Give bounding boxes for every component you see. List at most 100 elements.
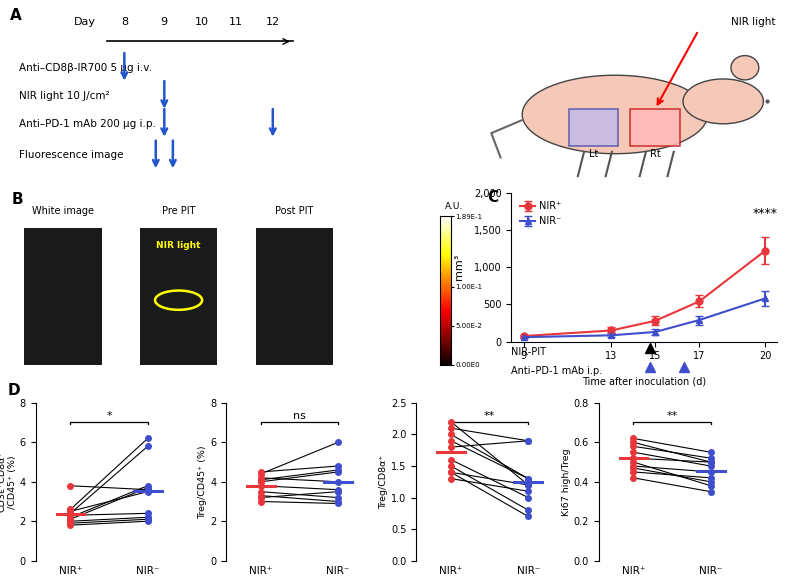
Text: NIR light: NIR light xyxy=(731,18,776,27)
Point xyxy=(445,468,458,477)
Text: 12: 12 xyxy=(266,17,280,27)
Point xyxy=(704,473,717,482)
Point xyxy=(445,417,458,426)
FancyBboxPatch shape xyxy=(140,228,217,365)
Point xyxy=(141,513,154,522)
Text: White image: White image xyxy=(32,206,94,216)
Text: NIR light 10 J/cm²: NIR light 10 J/cm² xyxy=(19,91,109,101)
Text: C: C xyxy=(488,190,499,205)
Point xyxy=(522,512,534,521)
Point xyxy=(522,506,534,515)
Point xyxy=(522,436,534,446)
Point xyxy=(445,436,458,446)
FancyBboxPatch shape xyxy=(569,109,618,146)
Text: 10: 10 xyxy=(194,17,209,27)
FancyBboxPatch shape xyxy=(255,228,333,365)
Point xyxy=(704,447,717,457)
Point xyxy=(445,443,458,452)
Point xyxy=(255,487,267,496)
Point xyxy=(255,477,267,486)
Point xyxy=(445,474,458,484)
Point xyxy=(704,487,717,496)
Point xyxy=(331,499,344,508)
Y-axis label: Treg/CD45⁺ (%): Treg/CD45⁺ (%) xyxy=(198,445,207,519)
Point xyxy=(255,467,267,477)
Point xyxy=(704,453,717,463)
Text: A.U.: A.U. xyxy=(445,203,463,211)
Point xyxy=(331,467,344,477)
Point xyxy=(64,513,77,522)
Point xyxy=(141,515,154,524)
Point xyxy=(704,481,717,491)
Point xyxy=(445,468,458,477)
Point xyxy=(704,457,717,467)
Text: Day: Day xyxy=(74,17,95,27)
Text: NIR light: NIR light xyxy=(156,241,201,249)
Y-axis label: Treg/CD8α⁺: Treg/CD8α⁺ xyxy=(379,454,389,509)
Point xyxy=(141,487,154,496)
Text: 8: 8 xyxy=(121,17,128,27)
Point xyxy=(141,517,154,526)
Point xyxy=(627,457,640,467)
Text: 11: 11 xyxy=(228,17,243,27)
Point xyxy=(522,480,534,489)
Text: **: ** xyxy=(666,411,678,421)
Text: Rt: Rt xyxy=(649,150,661,159)
Point xyxy=(627,442,640,451)
Legend: NIR⁺, NIR⁻: NIR⁺, NIR⁻ xyxy=(516,197,565,230)
Point xyxy=(522,474,534,484)
Point xyxy=(445,430,458,439)
Point xyxy=(64,515,77,524)
Point xyxy=(331,485,344,494)
Point xyxy=(445,423,458,433)
Point xyxy=(255,473,267,482)
Point xyxy=(255,497,267,506)
Y-axis label: CD3ε⁺CD8α⁺
/CD45⁺ (%): CD3ε⁺CD8α⁺ /CD45⁺ (%) xyxy=(0,451,17,513)
Point xyxy=(445,455,458,464)
Text: Anti–PD-1 mAb i.p.: Anti–PD-1 mAb i.p. xyxy=(511,367,603,377)
Point xyxy=(331,477,344,486)
Text: ns: ns xyxy=(293,411,306,421)
Point xyxy=(141,483,154,492)
Text: Anti–PD-1 mAb 200 μg i.p.: Anti–PD-1 mAb 200 μg i.p. xyxy=(19,119,155,129)
Point xyxy=(64,519,77,528)
Text: ****: **** xyxy=(753,207,778,220)
FancyBboxPatch shape xyxy=(630,109,680,146)
Point xyxy=(627,438,640,447)
Point xyxy=(445,461,458,471)
Point xyxy=(64,507,77,516)
Point xyxy=(331,461,344,471)
Y-axis label: Ki67 high/Treg: Ki67 high/Treg xyxy=(561,448,571,516)
Point xyxy=(331,438,344,447)
Point xyxy=(704,457,717,467)
Text: NIR-PIT: NIR-PIT xyxy=(511,346,546,357)
Point xyxy=(627,453,640,463)
Point xyxy=(64,505,77,514)
Text: B: B xyxy=(12,192,23,207)
Point xyxy=(522,436,534,446)
Point xyxy=(704,467,717,477)
Y-axis label: mm³: mm³ xyxy=(454,254,464,280)
Text: D: D xyxy=(8,383,21,398)
Point xyxy=(331,497,344,506)
Point xyxy=(522,493,534,502)
Point xyxy=(141,485,154,494)
Text: *: * xyxy=(106,411,112,421)
Point xyxy=(141,481,154,491)
Point xyxy=(255,475,267,485)
Point xyxy=(141,442,154,451)
Text: Anti–CD8β-IR700 5 μg i.v.: Anti–CD8β-IR700 5 μg i.v. xyxy=(19,62,151,73)
Text: Pre PIT: Pre PIT xyxy=(162,206,195,216)
Text: Fluorescence image: Fluorescence image xyxy=(19,150,123,161)
Point xyxy=(627,434,640,443)
Point xyxy=(627,467,640,477)
Point xyxy=(64,481,77,491)
Text: 9: 9 xyxy=(161,17,168,27)
Point xyxy=(704,461,717,471)
Text: Post PIT: Post PIT xyxy=(275,206,313,216)
Point xyxy=(627,473,640,482)
Point xyxy=(331,493,344,502)
Point xyxy=(141,434,154,443)
Text: Lt: Lt xyxy=(588,150,598,159)
Text: **: ** xyxy=(484,411,496,421)
